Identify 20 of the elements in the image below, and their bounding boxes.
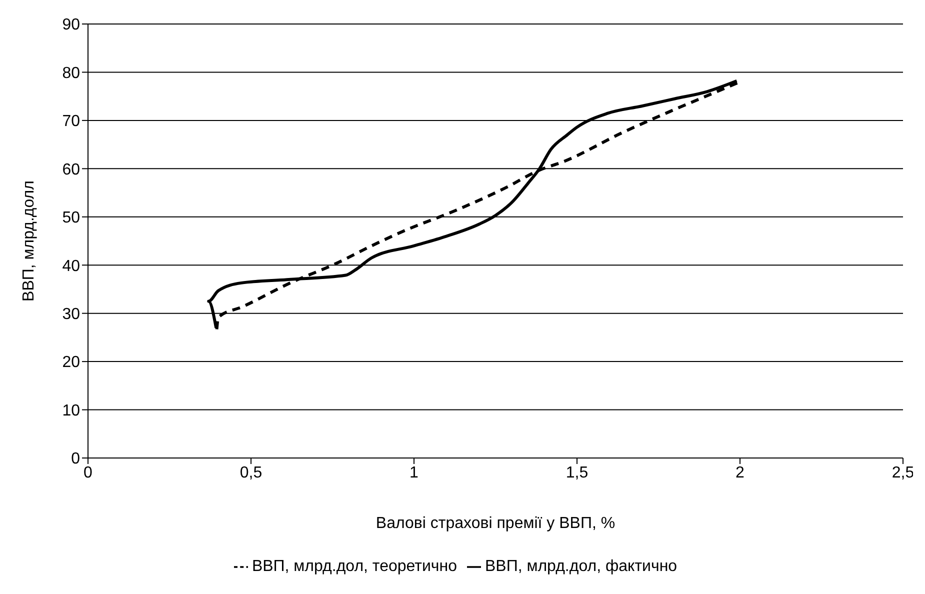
y-tick-label: 20	[62, 354, 80, 372]
y-tick-label: 60	[62, 161, 80, 178]
y-tick-label: 0	[71, 450, 80, 468]
x-tick-label: 0	[84, 464, 93, 482]
y-tick-label: 90	[62, 16, 80, 34]
y-tick-label: 10	[62, 402, 80, 420]
legend-label: ВВП, млрд.дол, теоретично	[252, 558, 457, 575]
x-tick-label: 0,5	[240, 464, 262, 482]
x-tick-label: 2,5	[892, 464, 914, 482]
y-tick-label: 50	[62, 210, 80, 227]
x-tick-label: 1,5	[566, 464, 588, 482]
x-axis-title: Валові страхові премії у ВВП, %	[376, 515, 616, 532]
legend-label: ВВП, млрд.дол, фактично	[484, 558, 678, 575]
x-tick-label: 1	[410, 464, 419, 482]
y-axis-title: ВВП, млрд.долл	[20, 180, 38, 302]
y-tick-label: 40	[62, 258, 80, 275]
y-tick-label: 30	[62, 306, 80, 324]
y-tick-label: 70	[62, 113, 80, 130]
x-tick-label: 2	[736, 464, 745, 482]
y-tick-label: 80	[62, 64, 80, 82]
